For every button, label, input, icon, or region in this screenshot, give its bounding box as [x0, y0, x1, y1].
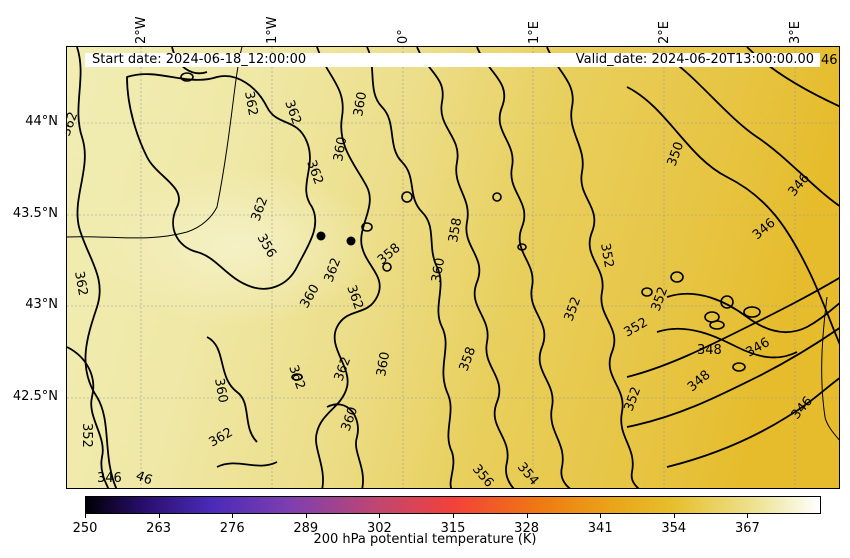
contour-label: 362 [241, 90, 260, 117]
contour-label: 360 [429, 257, 448, 284]
lon-label: 0° [396, 29, 411, 44]
contour-label: 360 [211, 377, 230, 404]
colorbar-tick-label: 263 [146, 521, 172, 536]
colorbar-tickmark [379, 514, 381, 518]
contour-label: 360 [351, 91, 370, 118]
contour-label: 46 [134, 469, 155, 489]
contour-label: 348 [697, 343, 722, 358]
contour-cells [180, 72, 761, 381]
colorbar-label: 200 hPa potential temperature (K) [313, 532, 537, 547]
valid-date: Valid_date: 2024-06-20T13:00:00.00 [575, 52, 814, 67]
coastline [67, 47, 839, 441]
isentropic-contours [67, 47, 839, 488]
colorbar-tick-label: 250 [72, 521, 98, 536]
contour-label: 360 [331, 136, 350, 163]
lon-label: 1°W [265, 16, 280, 44]
colorbar-tickmark [600, 514, 602, 518]
temperature-field-highlight [67, 47, 839, 488]
colorbar-tickmark [526, 514, 528, 518]
lon-label: 1°E [527, 21, 542, 44]
colorbar-tickmark [305, 514, 307, 518]
lat-label: 42.5°N [12, 389, 58, 404]
colorbar-tickmark [453, 514, 454, 518]
lon-label: 2°W [134, 16, 149, 44]
contour-label: 362 [71, 270, 90, 297]
contour-label: 352 [79, 423, 94, 448]
station-dot [346, 236, 356, 246]
date-banner: Start date: 2024-06-18_12:00:00 Valid_da… [85, 52, 820, 67]
lon-label: 2°E [657, 21, 672, 44]
colorbar-tickmark [747, 514, 749, 518]
lat-label: 43.5°N [12, 206, 58, 221]
station-dot [316, 231, 326, 241]
colorbar-tick-label: 276 [219, 521, 245, 536]
start-date: Start date: 2024-06-18_12:00:00 [92, 52, 307, 67]
colorbar-tickmark [232, 514, 234, 518]
edge-contour-label: 46 [821, 53, 838, 68]
map-panel[interactable]: 362 362 362 360 362 360 362 356 362 358 … [66, 46, 840, 489]
contour-label: 352 [597, 242, 616, 269]
lon-label: 3°E [788, 21, 803, 44]
colorbar-tickmark [673, 514, 675, 518]
colorbar-tickmark [85, 514, 86, 518]
colorbar-tick-label: 289 [293, 521, 319, 536]
colorbar-tick-label: 367 [734, 521, 760, 536]
colorbar-tick-label: 341 [587, 521, 613, 536]
contour-label: 358 [446, 217, 465, 244]
lat-label: 44°N [25, 114, 58, 129]
contour-label: 346 [97, 471, 122, 486]
colorbar-tick-label: 328 [514, 521, 540, 536]
colorbar-tickmark [158, 514, 160, 518]
colorbar-tick-label: 354 [661, 521, 687, 536]
contour-label: 360 [374, 351, 393, 378]
lat-label: 43°N [25, 297, 58, 312]
colorbar-tick-label: 315 [440, 521, 466, 536]
map-canvas: 362 362 362 360 362 360 362 356 362 358 … [67, 47, 839, 489]
colorbar [85, 496, 821, 514]
colorbar-tick-label: 302 [366, 521, 392, 536]
